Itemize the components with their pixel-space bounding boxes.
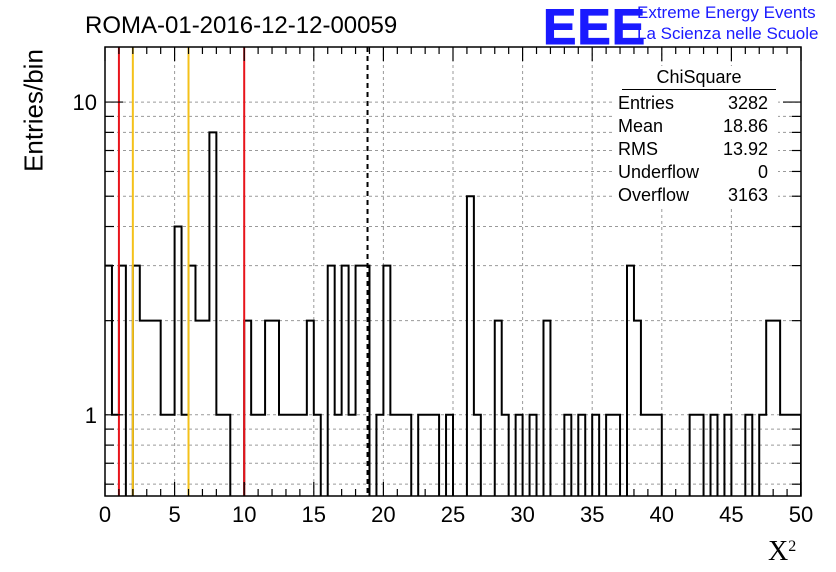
x-tick-label: 0 (99, 502, 111, 527)
x-axis-label-sup: 2 (788, 538, 797, 555)
axis-ticks: 0 5 10 15 20 25 30 35 40 45 50 1 10 (73, 47, 813, 527)
x-tick-label: 40 (650, 502, 674, 527)
x-axis-label: X2 (768, 536, 796, 568)
stats-label: Entries (618, 93, 675, 113)
chart-title: ROMA-01-2016-12-12-00059 (85, 12, 398, 39)
stats-label: Mean (618, 116, 664, 136)
x-tick-label: 30 (510, 502, 534, 527)
x-tick-label: 10 (232, 502, 256, 527)
stats-value: 13.92 (722, 139, 768, 159)
y-axis-label: Entries/bin (18, 49, 49, 172)
stats-box: ChiSquare Entries 3282 Mean 18.86 RMS 13.92… (612, 66, 778, 207)
logo-subtitle-1: Extreme Energy Events (637, 3, 816, 22)
x-tick-label: 45 (719, 502, 743, 527)
x-tick-label: 25 (441, 502, 465, 527)
stats-row-overflow: Overflow 3163 (612, 184, 778, 207)
x-tick-label: 15 (302, 502, 326, 527)
x-axis-label-base: X (768, 536, 789, 567)
x-tick-label: 50 (789, 502, 813, 527)
stats-title: ChiSquare (622, 66, 776, 90)
stats-row-underflow: Underflow 0 (612, 161, 778, 184)
stats-label: RMS (618, 139, 658, 159)
histogram (105, 131, 801, 496)
stats-value: 0 (757, 162, 768, 182)
stats-value: 18.86 (722, 116, 768, 136)
y-tick-label: 1 (85, 403, 97, 428)
stats-label: Overflow (618, 185, 690, 205)
x-tick-label: 5 (168, 502, 180, 527)
eee-logo: EEE (542, 0, 647, 56)
histogram-outline (105, 131, 801, 496)
logo-subtitle-2: La Scienza nelle Scuole (637, 24, 819, 43)
x-tick-label: 20 (371, 502, 395, 527)
reference-lines (117, 47, 369, 496)
stats-row-entries: Entries 3282 (612, 92, 778, 115)
stats-label: Underflow (618, 162, 700, 182)
y-tick-label: 10 (73, 90, 97, 115)
stats-value: 3163 (727, 185, 768, 205)
stats-row-rms: RMS 13.92 (612, 138, 778, 161)
stats-value: 3282 (727, 93, 768, 113)
x-tick-label: 35 (580, 502, 604, 527)
stats-row-mean: Mean 18.86 (612, 115, 778, 138)
